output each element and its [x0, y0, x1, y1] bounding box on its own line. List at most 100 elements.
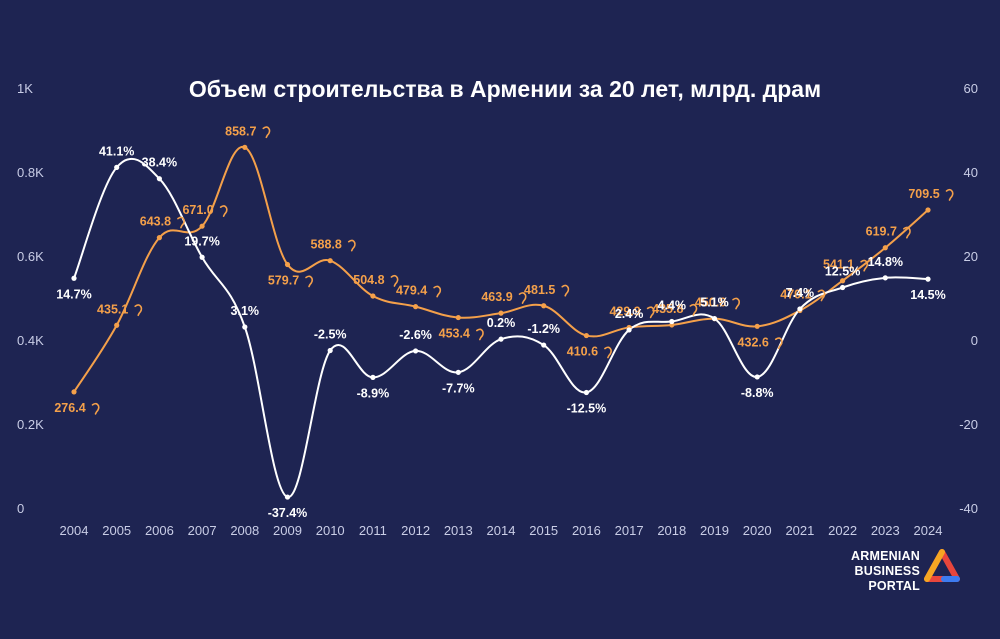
- volume-point: [284, 261, 291, 268]
- dram-sign-icon: [732, 297, 741, 310]
- dram-sign-icon: [91, 402, 100, 415]
- volume-data-label: 470.1: [780, 288, 811, 302]
- growth-data-label: 41.1%: [99, 144, 134, 158]
- volume-data-label: 709.5: [908, 187, 939, 201]
- growth-point: [242, 324, 248, 330]
- volume-data-label: 858.7: [225, 124, 256, 138]
- x-tick-label: 2017: [615, 523, 644, 538]
- growth-point: [754, 374, 760, 380]
- growth-data-label: 3.1%: [231, 304, 260, 318]
- growth-data-label: 14.5%: [910, 288, 945, 302]
- volume-data-label: 450.8: [695, 296, 726, 310]
- growth-point: [669, 318, 675, 325]
- right-tick-label: 40: [964, 165, 978, 180]
- growth-point: [711, 315, 718, 322]
- growth-line: [73, 157, 929, 499]
- x-tick-label: 2011: [359, 523, 387, 538]
- growth-data-label: 5.1%: [700, 296, 729, 310]
- x-tick-label: 2018: [657, 523, 686, 538]
- volume-data-label: 504.8: [353, 273, 384, 287]
- dram-sign-icon: [903, 226, 911, 239]
- growth-point: [925, 276, 931, 282]
- x-tick-label: 2016: [572, 523, 601, 538]
- volume-data-label: 643.8: [140, 215, 171, 229]
- logo-line1: ARMENIAN: [851, 549, 920, 563]
- right-tick-label: 60: [964, 81, 978, 96]
- left-tick-label: 0: [17, 501, 24, 516]
- x-tick-label: 2012: [401, 523, 430, 538]
- volume-data-label: 435.1: [97, 302, 128, 316]
- dram-sign-icon: [860, 259, 869, 272]
- volume-point: [199, 223, 205, 229]
- growth-data-label: 0.2%: [487, 316, 516, 330]
- growth-point: [882, 275, 888, 281]
- volume-data-label: 463.9: [481, 290, 512, 304]
- growth-point: [455, 369, 461, 375]
- x-tick-label: 2006: [145, 523, 174, 538]
- volume-data-label: 435.8: [652, 302, 683, 316]
- volume-point: [455, 314, 461, 321]
- volume-point: [370, 293, 376, 299]
- dram-sign-icon: [945, 188, 954, 201]
- logo-line2: BUSINESS PORTAL: [854, 564, 920, 593]
- volume-point: [242, 144, 248, 150]
- volume-data-label: 276.4: [54, 401, 85, 415]
- left-axis: 0 0.2K 0.4K 0.6K 0.8K 1K: [17, 81, 44, 516]
- right-tick-label: 20: [964, 249, 978, 264]
- growth-data-label: 4.4%: [658, 299, 687, 313]
- x-tick-label: 2009: [273, 523, 302, 538]
- dram-sign-icon: [774, 337, 783, 350]
- right-axis: -40 -20 0 20 40 60: [959, 81, 978, 516]
- growth-data-label: 14.7%: [56, 287, 91, 301]
- volume-point: [840, 278, 846, 284]
- dram-sign-icon: [177, 216, 185, 229]
- volume-point: [327, 258, 333, 264]
- volume-data-label: 579.7: [268, 274, 299, 288]
- growth-point: [370, 374, 376, 380]
- left-tick-label: 0.8K: [17, 165, 44, 180]
- left-tick-label: 0.4K: [17, 333, 44, 348]
- growth-data-label: 12.5%: [825, 265, 860, 279]
- x-tick-label: 2014: [487, 523, 516, 538]
- growth-data-label: 7.4%: [786, 286, 815, 300]
- dram-sign-icon: [604, 346, 612, 359]
- dram-sign-icon: [390, 274, 399, 287]
- x-tick-label: 2019: [700, 523, 729, 538]
- dram-sign-icon: [433, 285, 442, 298]
- dram-sign-icon: [518, 292, 527, 304]
- volume-point: [541, 303, 547, 309]
- volume-data-label: 429.9: [609, 304, 640, 318]
- dram-sign-icon: [262, 126, 271, 139]
- dram-sign-icon: [689, 303, 698, 316]
- series-labels: 276.4 435.1 643.8 671.0 858.7 579.7 588.8 504.8…: [54, 124, 954, 520]
- series-points: [71, 144, 931, 500]
- x-tick-label: 2015: [529, 523, 558, 538]
- growth-point: [199, 254, 205, 260]
- dram-sign-icon: [347, 239, 356, 252]
- growth-point: [797, 306, 803, 312]
- volume-data-label: 481.5: [524, 283, 555, 297]
- growth-data-label: -8.8%: [741, 386, 774, 400]
- x-tick-label: 2023: [871, 523, 900, 538]
- x-tick-label: 2024: [914, 523, 943, 538]
- x-axis: 2004 2005 2006 2007 2008 2009 2010 2011 2012 2013…: [60, 523, 943, 538]
- left-tick-label: 1K: [17, 81, 33, 96]
- volume-point: [156, 235, 162, 241]
- growth-point: [327, 347, 333, 354]
- triangle-logo-icon: [924, 549, 960, 582]
- dram-sign-icon: [219, 205, 228, 217]
- growth-data-label: 14.8%: [868, 255, 903, 269]
- volume-point: [114, 322, 120, 328]
- x-tick-label: 2010: [316, 523, 345, 538]
- volume-point: [583, 332, 590, 339]
- volume-data-label: 671.0: [182, 203, 213, 217]
- volume-point: [71, 389, 77, 395]
- growth-data-label: 2.4%: [615, 307, 644, 321]
- x-tick-label: 2022: [828, 523, 857, 538]
- x-tick-label: 2021: [785, 523, 814, 538]
- volume-point: [925, 207, 931, 213]
- growth-point: [413, 348, 419, 354]
- x-tick-label: 2020: [743, 523, 772, 538]
- growth-point: [541, 342, 547, 348]
- volume-point: [754, 323, 760, 329]
